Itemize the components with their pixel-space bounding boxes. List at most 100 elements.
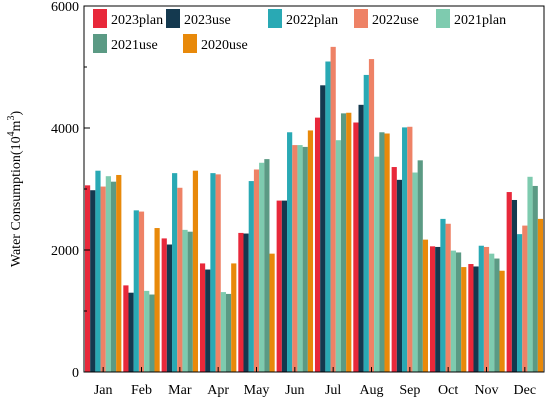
y-tick-label: 4000	[51, 122, 79, 137]
bar-2021plan-Oct	[450, 250, 456, 372]
bar-2020use-Dec	[537, 218, 544, 372]
bar-2022plan-Aug	[363, 74, 369, 373]
bar-2020use-Jun	[307, 130, 314, 372]
bar-2022use-May	[253, 169, 260, 372]
bar-2021plan-Sep	[412, 172, 418, 372]
y-axis: 0 2000 4000 6000	[51, 0, 90, 381]
bar-2021plan-Nov	[489, 253, 495, 372]
bar-2023use-Aug	[358, 104, 364, 372]
bar-2021use-Nov	[494, 258, 500, 372]
bar-2021use-Jul	[340, 113, 347, 373]
bar-2021use-Jan	[110, 181, 117, 372]
bar-2023plan-Dec	[506, 192, 512, 372]
bar-2023plan-Apr	[199, 263, 206, 372]
bar-2022use-Feb	[138, 211, 145, 372]
bar-2023plan-Feb	[123, 285, 129, 372]
x-tick-label-May: May	[244, 383, 270, 398]
bar-2023use-Nov	[473, 266, 479, 372]
x-tick-label-Mar: Mar	[168, 383, 192, 398]
bar-2023plan-Aug	[353, 122, 359, 372]
bar-2022plan-Apr	[210, 173, 216, 372]
bar-2022use-Sep	[407, 126, 413, 372]
x-tick-label-Feb: Feb	[131, 383, 152, 398]
x-tick-label-Sep: Sep	[399, 383, 420, 398]
bar-2022plan-Sep	[402, 127, 408, 372]
legend-label-2021plan: 2021plan	[454, 13, 506, 28]
bar-2020use-Feb	[154, 228, 160, 372]
bar-2021plan-Jun	[297, 145, 303, 372]
bar-2022plan-Nov	[478, 245, 484, 372]
bar-2021use-Aug	[379, 132, 385, 372]
bar-2021use-Sep	[417, 160, 423, 372]
y-tick-label: 6000	[51, 0, 79, 15]
bar-2020use-Sep	[422, 239, 429, 372]
x-tick-label-Jul: Jul	[325, 383, 341, 398]
bar-2023plan-May	[238, 232, 244, 372]
bar-2023use-Dec	[511, 199, 518, 372]
legend: 2023plan 2023use 2022plan 2022use 2021plan 20…	[93, 9, 506, 53]
bar-2023use-May	[243, 233, 249, 372]
y-tick-label: 0	[72, 366, 79, 381]
bar-2023use-Jun	[281, 200, 288, 372]
bar-2021plan-Mar	[182, 229, 188, 372]
bar-2021use-Feb	[149, 294, 155, 372]
bar-2021use-Dec	[532, 185, 538, 372]
x-tick-label-Jan: Jan	[94, 383, 113, 398]
bar-2021plan-May	[259, 162, 265, 372]
x-axis: Jan Feb Mar Apr May Jun Jul Aug Sep Oct Nov Dec	[94, 367, 536, 398]
bar-2023plan-Jul	[314, 117, 321, 372]
bar-2021plan-Jan	[105, 176, 111, 372]
bar-2022plan-Jun	[287, 132, 293, 372]
legend-label-2020use: 2020use	[201, 38, 248, 53]
bar-2023use-Mar	[166, 244, 173, 372]
bar-2022use-Aug	[368, 59, 375, 372]
bar-2022use-Apr	[215, 174, 221, 372]
x-tick-label-Oct: Oct	[438, 383, 458, 398]
bar-2022use-Oct	[445, 223, 451, 372]
legend-label-2022use: 2022use	[372, 13, 419, 28]
legend-swatch-2021use	[93, 34, 107, 53]
bar-2020use-Aug	[384, 133, 390, 372]
x-tick-label-Jun: Jun	[285, 383, 304, 398]
bar-2022use-Nov	[483, 246, 490, 372]
bar-2020use-Jan	[116, 174, 122, 372]
bar-2023plan-Sep	[391, 167, 397, 372]
x-tick-label-Apr: Apr	[207, 383, 229, 398]
bar-2023use-Feb	[128, 292, 134, 372]
bar-2021use-Jun	[302, 146, 308, 372]
legend-swatch-2023plan	[93, 9, 107, 28]
legend-swatch-2022use	[354, 9, 368, 28]
bar-2023plan-Nov	[468, 264, 474, 372]
legend-swatch-2021plan	[436, 9, 450, 28]
bar-2022plan-Mar	[172, 173, 178, 372]
bar-2021plan-Aug	[374, 156, 380, 372]
legend-label-2022plan: 2022plan	[286, 13, 338, 28]
bar-2023plan-Oct	[429, 246, 436, 372]
bar-2020use-May	[269, 253, 275, 372]
bar-2021plan-Dec	[527, 176, 533, 372]
bar-2020use-Jul	[346, 112, 352, 372]
bar-2023use-Jul	[320, 85, 326, 373]
bar-2022plan-Jan	[95, 170, 101, 372]
bar-2020use-Apr	[231, 263, 237, 372]
bar-2020use-Oct	[461, 267, 467, 372]
bar-2021use-Mar	[187, 231, 193, 372]
bars-layer	[84, 46, 544, 373]
legend-swatch-2020use	[183, 34, 197, 53]
bar-2023plan-Jan	[84, 185, 91, 372]
legend-swatch-2022plan	[268, 9, 282, 28]
bar-2020use-Nov	[499, 270, 505, 372]
bar-2023plan-Mar	[161, 238, 167, 372]
legend-swatch-2023use	[166, 9, 180, 28]
bar-2021use-May	[264, 159, 270, 372]
bar-2021plan-Apr	[220, 292, 226, 372]
bar-2022plan-Feb	[133, 210, 139, 372]
bar-2022plan-Oct	[440, 218, 446, 372]
x-tick-label-Nov: Nov	[474, 383, 498, 398]
bar-2022plan-Dec	[517, 234, 523, 372]
bar-2023use-Sep	[396, 179, 403, 372]
bar-2021use-Oct	[455, 252, 462, 372]
bar-2021use-Apr	[225, 293, 232, 372]
x-tick-label-Aug: Aug	[359, 383, 383, 398]
